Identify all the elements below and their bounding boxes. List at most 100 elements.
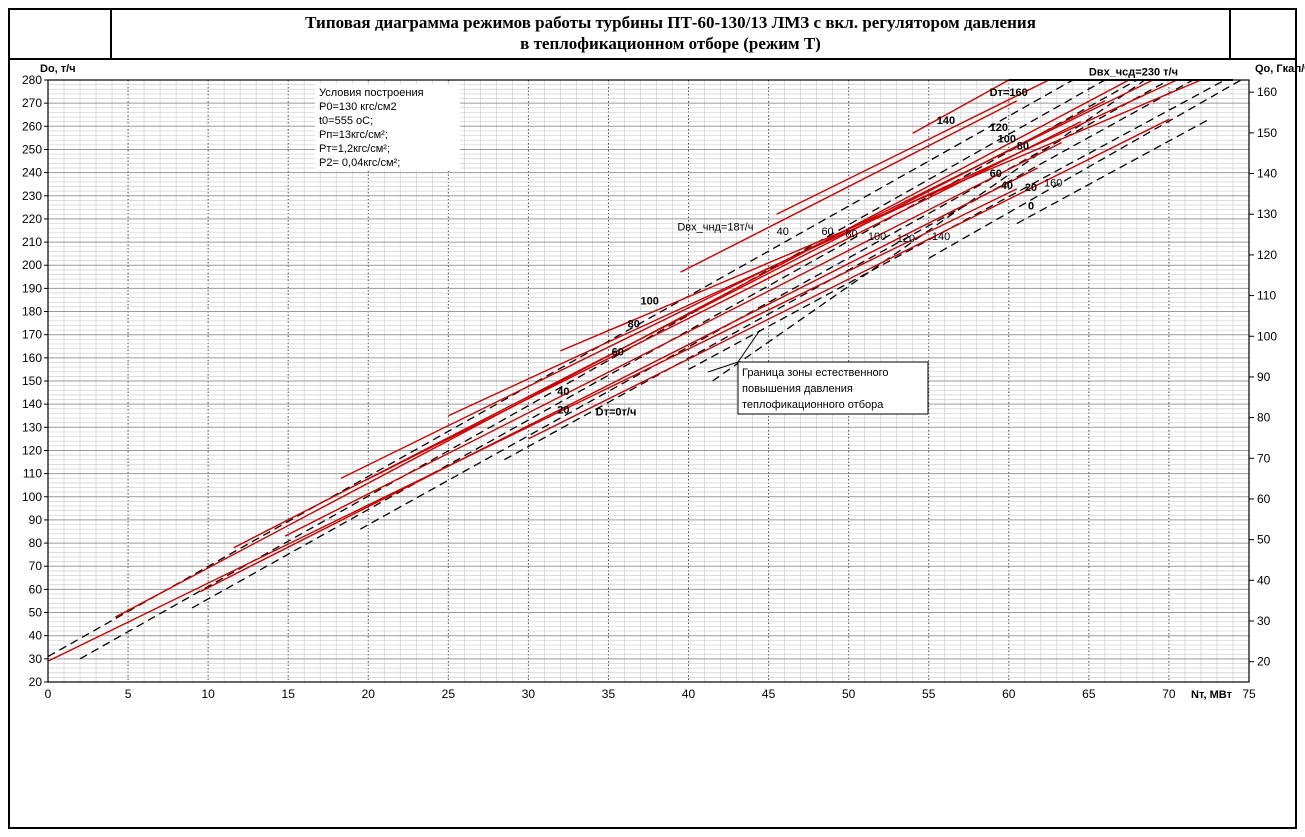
y2-axis-label: Qo, Гкал/ч — [1255, 63, 1305, 75]
series-label: 20 — [557, 404, 569, 416]
y-tick-label: 180 — [22, 305, 42, 319]
y2-tick-label: 90 — [1257, 370, 1271, 384]
dashed-series-line — [47, 79, 1074, 658]
solid-series-line — [448, 79, 1178, 417]
title-row: Типовая диаграмма режимов работы турбины… — [8, 8, 1297, 60]
y-tick-label: 190 — [22, 281, 42, 295]
solid-series-line — [114, 79, 1130, 618]
title-cell-right — [1229, 8, 1297, 58]
solid-series-line — [680, 100, 1018, 273]
series-label: 0 — [1028, 201, 1034, 213]
series-label: 60 — [821, 226, 833, 238]
y2-tick-label: 120 — [1257, 248, 1277, 262]
y2-tick-label: 150 — [1257, 126, 1277, 140]
x-tick-label: 65 — [1082, 687, 1096, 701]
y2-tick-label: 40 — [1257, 573, 1271, 587]
grid — [47, 79, 1250, 683]
conditions-line: t0=555 оС; — [319, 115, 373, 127]
y-axis-label: Do, т/ч — [40, 63, 76, 75]
x-tick-label: 5 — [125, 687, 132, 701]
x-tick-label: 45 — [762, 687, 776, 701]
y-tick-label: 60 — [29, 582, 43, 596]
series-label: 120 — [897, 233, 915, 245]
conditions-line: P2= 0,04кгс/см²; — [319, 157, 400, 169]
series-label: 60 — [612, 347, 624, 359]
title-cell-left — [8, 8, 112, 58]
series-label: 40 — [557, 386, 569, 398]
y-tick-label: 200 — [22, 258, 42, 272]
conditions-heading: Условия построения — [319, 87, 424, 99]
dashed-series-line — [1016, 118, 1210, 225]
series-label: 140 — [932, 231, 950, 243]
y-tick-label: 260 — [22, 119, 42, 133]
y2-tick-label: 20 — [1257, 655, 1271, 669]
y-tick-label: 270 — [22, 96, 42, 110]
y-tick-label: 250 — [22, 142, 42, 156]
conditions-line: Pп=13кгс/см²; — [319, 129, 388, 141]
x-tick-label: 20 — [362, 687, 376, 701]
dashed-series-line — [928, 79, 1242, 259]
solid-series-line — [912, 79, 1010, 134]
y-tick-label: 120 — [22, 443, 42, 457]
y-tick-label: 220 — [22, 212, 42, 226]
y2-tick-label: 100 — [1257, 329, 1277, 343]
dashed-series-line — [191, 79, 1138, 609]
callout-line: повышения давления — [742, 383, 853, 395]
x-tick-label: 15 — [282, 687, 296, 701]
x-tick-label: 25 — [442, 687, 456, 701]
series-label: 80 — [628, 319, 640, 331]
chart-title-line1: Типовая диаграмма режимов работы турбины… — [305, 13, 1036, 32]
series-label: 20 — [1025, 182, 1037, 194]
series-label: 160 — [1044, 178, 1062, 190]
y-tick-label: 240 — [22, 166, 42, 180]
solid-series-line — [47, 188, 1018, 662]
y-tick-label: 170 — [22, 328, 42, 342]
y-tick-label: 50 — [29, 606, 43, 620]
solid-series-line — [560, 79, 1202, 352]
y2-tick-label: 30 — [1257, 614, 1271, 628]
dashed-series-line — [712, 79, 1146, 382]
series-label: Dвх_чнд=18т/ч — [677, 222, 753, 234]
y-tick-label: 20 — [29, 675, 43, 689]
y-tick-label: 130 — [22, 420, 42, 434]
chart-lines — [47, 79, 1242, 662]
solid-series-line — [528, 118, 1170, 440]
y-tick-label: 210 — [22, 235, 42, 249]
x-tick-label: 10 — [201, 687, 215, 701]
dashed-series-line — [359, 79, 1170, 530]
y-tick-label: 30 — [29, 652, 43, 666]
y2-tick-label: 140 — [1257, 167, 1277, 181]
series-label: Dт=0т/ч — [596, 407, 637, 419]
series-label: Dвх_чсд=230 т/ч — [1089, 66, 1178, 78]
x-tick-label: 70 — [1162, 687, 1176, 701]
boundary-callout: Граница зоны естественного повышения дав… — [707, 329, 929, 415]
y2-tick-label: 130 — [1257, 207, 1277, 221]
x-tick-label: 60 — [1002, 687, 1016, 701]
y-tick-label: 40 — [29, 629, 43, 643]
axis-ticks: 0 5 10 15 20 25 30 35 40 45 50 55 60 65 70 75 20 30 40 50 60… — [22, 73, 1277, 701]
x-tick-label: 75 — [1242, 687, 1256, 701]
y-tick-label: 110 — [23, 467, 42, 481]
solid-series-line — [340, 79, 1154, 479]
callout-line: Граница зоны естественного — [742, 367, 889, 379]
plot-border — [47, 79, 1250, 683]
x-tick-label: 30 — [522, 687, 536, 701]
x-tick-label: 40 — [682, 687, 696, 701]
series-label: 40 — [1001, 180, 1013, 192]
y2-tick-label: 50 — [1257, 533, 1271, 547]
series-label: 100 — [868, 231, 886, 243]
x-tick-label: 55 — [922, 687, 936, 701]
x-axis-label: Nт, МВт — [1191, 689, 1233, 701]
outer-frame — [8, 8, 1297, 829]
series-label: 120 — [990, 122, 1008, 134]
y2-tick-label: 110 — [1257, 289, 1276, 303]
solid-series-line — [284, 141, 1062, 537]
y-tick-label: 150 — [22, 374, 42, 388]
x-tick-label: 0 — [45, 687, 52, 701]
solid-series-line — [776, 79, 1050, 215]
chart-title-line2: в теплофикационном отборе (режим Т) — [520, 34, 821, 53]
series-label: 100 — [998, 134, 1016, 146]
series-label: 100 — [640, 296, 658, 308]
callout-line: теплофикационного отбора — [742, 399, 884, 411]
conditions-box: Условия построения P0=130 кгс/см2 t0=555… — [315, 84, 460, 170]
